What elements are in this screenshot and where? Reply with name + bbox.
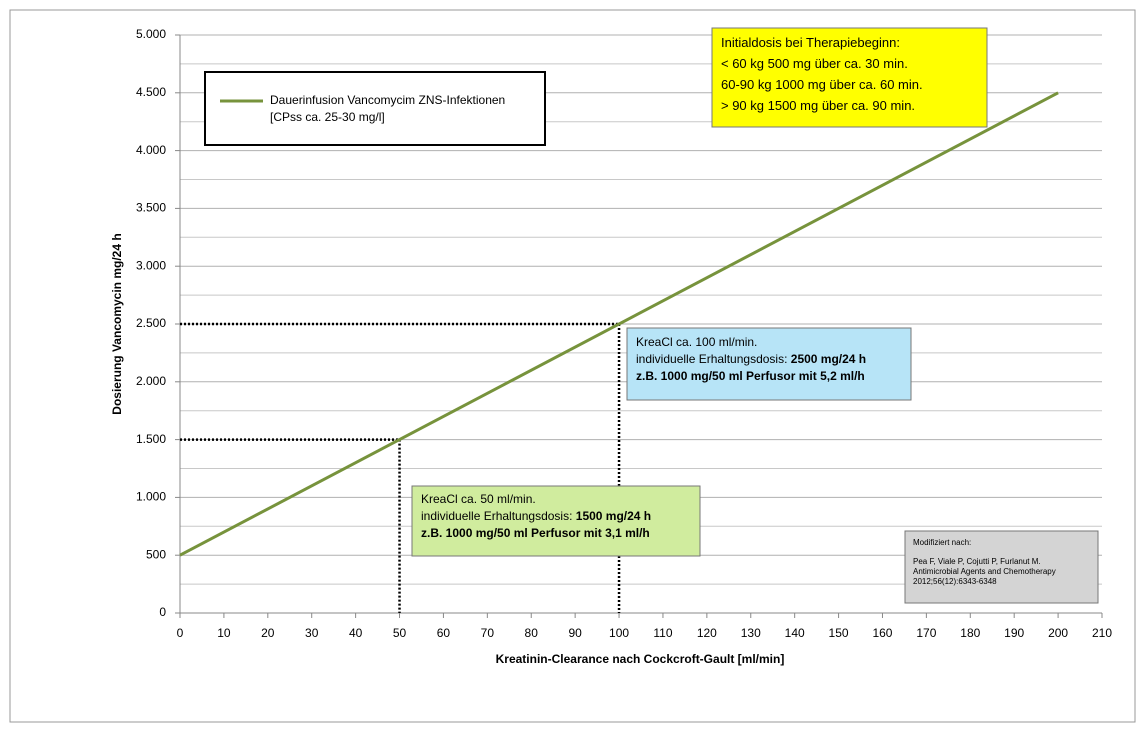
x-tick-label: 190: [1004, 626, 1024, 640]
annotation-line: individuelle Erhaltungsdosis: 2500 mg/24…: [636, 352, 866, 366]
annotation-text: > 90 kg 1500 mg über ca. 90 min.: [721, 98, 915, 113]
x-tick-label: 120: [697, 626, 717, 640]
x-tick-label: 10: [217, 626, 231, 640]
annotation-line: z.B. 1000 mg/50 ml Perfusor mit 3,1 ml/h: [421, 526, 650, 540]
annotation-text: z.B. 1000 mg/50 ml Perfusor mit 5,2 ml/h: [636, 369, 865, 383]
x-axis-title: Kreatinin-Clearance nach Cockcroft-Gault…: [496, 652, 785, 666]
y-tick-label: 4.000: [136, 143, 166, 157]
x-tick-label: 110: [653, 626, 672, 640]
x-tick-label: 210: [1092, 626, 1112, 640]
annotation-line: > 90 kg 1500 mg über ca. 90 min.: [721, 98, 915, 113]
y-tick-label: 3.500: [136, 201, 166, 215]
x-tick-label: 80: [525, 626, 539, 640]
annotation-line: z.B. 1000 mg/50 ml Perfusor mit 5,2 ml/h: [636, 369, 865, 383]
x-tick-label: 20: [261, 626, 275, 640]
x-tick-label: 30: [305, 626, 319, 640]
annotation-text: Modifiziert nach:: [913, 538, 971, 547]
annotation-box: [411, 485, 701, 557]
annotation-box: [626, 327, 912, 401]
annotation-text: 1500 mg/24 h: [576, 509, 651, 523]
x-tick-label: 180: [960, 626, 980, 640]
annotation-text: KreaCl ca. 100 ml/min.: [636, 335, 757, 349]
x-tick-label: 70: [481, 626, 495, 640]
annotation-line: individuelle Erhaltungsdosis: 1500 mg/24…: [421, 509, 651, 523]
annotation-line: Antimicrobial Agents and Chemotherapy: [913, 567, 1056, 576]
x-tick-label: 200: [1048, 626, 1068, 640]
x-tick-label: 0: [177, 626, 184, 640]
legend-label: Dauerinfusion Vancomycim ZNS-Infektionen: [270, 93, 505, 107]
x-tick-label: 170: [916, 626, 936, 640]
annotation-box: [904, 530, 1099, 604]
annotation-text: Antimicrobial Agents and Chemotherapy: [913, 567, 1056, 576]
y-tick-label: 500: [146, 547, 166, 561]
x-tick-label: 160: [872, 626, 892, 640]
annotation-line: KreaCl ca. 50 ml/min.: [421, 492, 536, 506]
x-tick-label: 100: [609, 626, 629, 640]
annotation-text: individuelle Erhaltungsdosis:: [421, 509, 576, 523]
annotation-text: KreaCl ca. 50 ml/min.: [421, 492, 536, 506]
annotation-line: 60-90 kg 1000 mg über ca. 60 min.: [721, 77, 923, 92]
y-tick-label: 2.500: [136, 316, 166, 330]
annotation-line: < 60 kg 500 mg über ca. 30 min.: [721, 56, 908, 71]
y-tick-label: 1.000: [136, 490, 166, 504]
y-tick-label: 0: [159, 605, 166, 619]
annotation-line: Initialdosis bei Therapiebeginn:: [721, 35, 900, 50]
legend-note: [CPss ca. 25-30 mg/l]: [270, 110, 385, 124]
x-tick-label: 40: [349, 626, 363, 640]
annotation-line: KreaCl ca. 100 ml/min.: [636, 335, 757, 349]
annotation-text: Initialdosis bei Therapiebeginn:: [721, 35, 900, 50]
y-tick-label: 1.500: [136, 432, 166, 446]
y-tick-label: 4.500: [136, 85, 166, 99]
annotation-text: z.B. 1000 mg/50 ml Perfusor mit 3,1 ml/h: [421, 526, 650, 540]
annotation-text: 60-90 kg 1000 mg über ca. 60 min.: [721, 77, 923, 92]
series-line: [179, 91, 1059, 557]
annotation-box: [711, 27, 988, 128]
x-tick-label: 150: [829, 626, 849, 640]
y-tick-label: 5.000: [136, 27, 166, 41]
annotation-line: Modifiziert nach:: [913, 538, 971, 547]
y-tick-label: 3.000: [136, 258, 166, 272]
annotation-line: 2012;56(12):6343-6348: [913, 577, 997, 586]
annotation-text: < 60 kg 500 mg über ca. 30 min.: [721, 56, 908, 71]
annotation-text: 2012;56(12):6343-6348: [913, 577, 997, 586]
x-tick-label: 140: [785, 626, 805, 640]
legend-box: [204, 71, 546, 146]
annotation-line: Pea F, Viale P, Cojutti P, Furlanut M.: [913, 557, 1041, 566]
x-tick-label: 60: [437, 626, 451, 640]
y-tick-label: 2.000: [136, 374, 166, 388]
x-tick-label: 50: [393, 626, 407, 640]
y-axis-title: Dosierung Vancomycin mg/24 h: [110, 233, 124, 414]
annotation-text: Pea F, Viale P, Cojutti P, Furlanut M.: [913, 557, 1041, 566]
annotation-text: individuelle Erhaltungsdosis:: [636, 352, 791, 366]
x-tick-label: 130: [741, 626, 761, 640]
x-tick-label: 90: [568, 626, 582, 640]
annotation-text: 2500 mg/24 h: [791, 352, 866, 366]
